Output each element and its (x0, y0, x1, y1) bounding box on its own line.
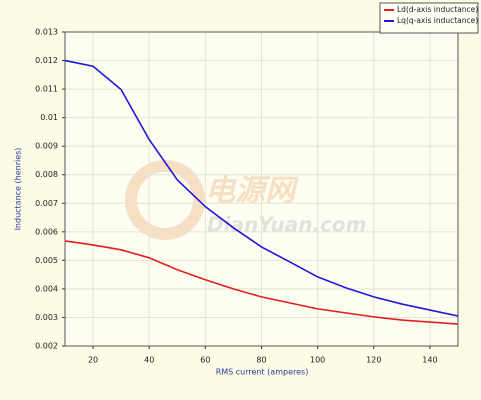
line-series (64, 240, 459, 325)
x-tick-label: 100 (310, 356, 325, 365)
y-tick-label: 0.01 (40, 113, 58, 122)
x-tick-label: 140 (422, 356, 437, 365)
y-tick-label: 0.011 (35, 85, 58, 94)
y-tick-label: 0.005 (35, 256, 58, 265)
x-tick-label: 80 (256, 356, 266, 365)
legend: Ld(d-axis inductance) Lq(q-axis inductanc… (379, 2, 479, 34)
legend-label: Ld(d-axis inductance) (397, 5, 478, 14)
y-tick-label: 0.003 (35, 313, 58, 322)
y-tick-label: 0.004 (35, 284, 58, 293)
y-tick-label: 0.009 (35, 142, 58, 151)
plot-frame (64, 31, 459, 347)
y-tick-label: 0.006 (35, 227, 58, 236)
x-tick-label: 20 (88, 356, 98, 365)
x-tick-label: 40 (144, 356, 154, 365)
x-axis-label: RMS current (amperes) (216, 368, 309, 377)
y-tick-label: 0.007 (35, 199, 58, 208)
legend-box (379, 2, 479, 34)
watermark-text: DianYuan.com (207, 213, 366, 237)
y-axis-label: Inductance (henries) (14, 148, 23, 231)
y-tick-label: 0.002 (35, 342, 58, 351)
y-tick-label: 0.008 (35, 170, 58, 179)
watermark-text: 电源网 (205, 174, 299, 209)
y-tick-label: 0.013 (35, 28, 58, 37)
y-tick-label: 0.012 (35, 56, 58, 65)
line-series (64, 59, 459, 317)
watermark: 电源网 DianYuan.com (125, 160, 366, 240)
x-tick-label: 60 (200, 356, 210, 365)
legend-label: Lq(q-axis inductance) (397, 16, 478, 25)
x-tick-label: 120 (366, 356, 381, 365)
